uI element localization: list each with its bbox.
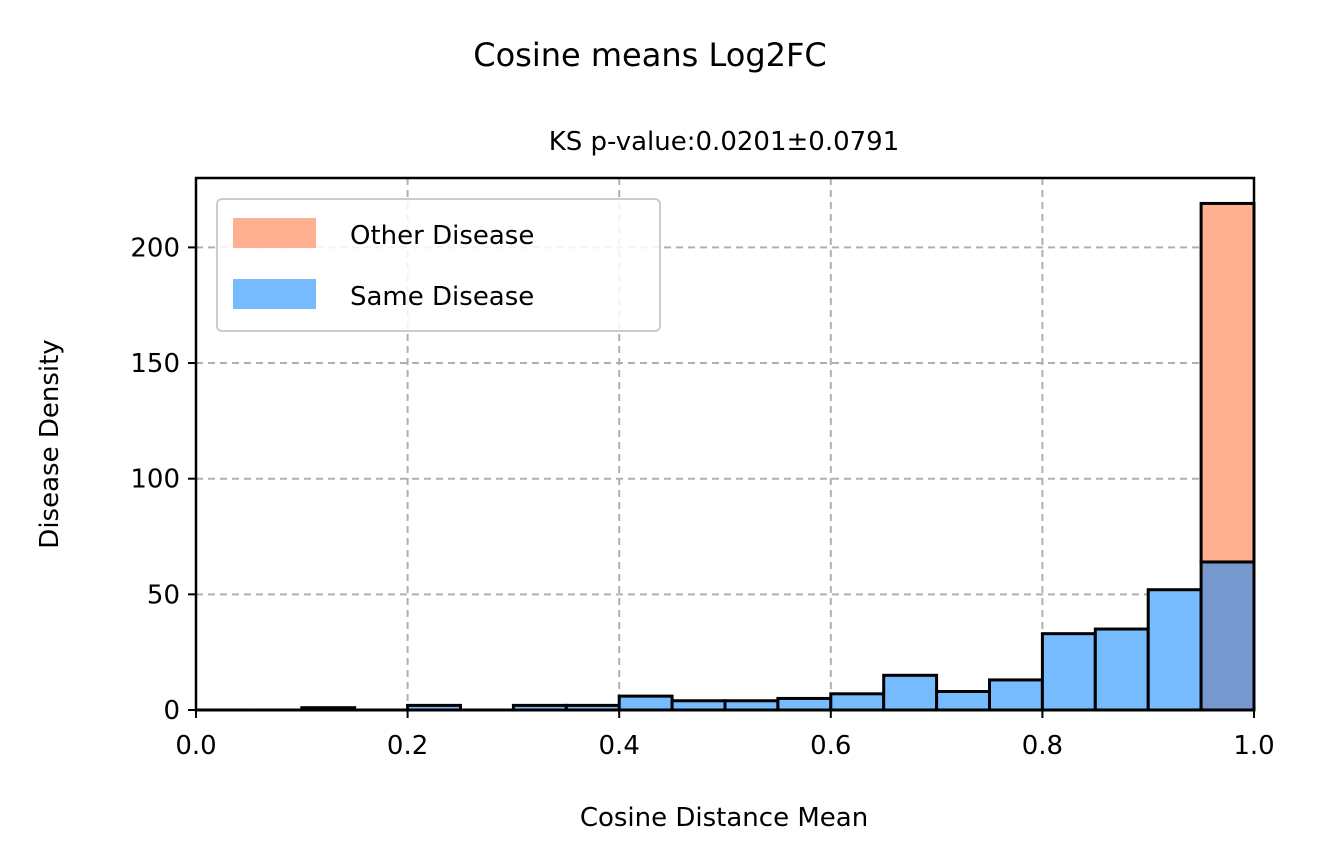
y-tick-label: 50 xyxy=(147,580,180,610)
x-tick-label: 0.6 xyxy=(810,731,851,761)
legend-swatch-same-disease xyxy=(233,279,316,309)
x-axis-label: Cosine Distance Mean xyxy=(580,803,868,833)
x-tick-label: 0.4 xyxy=(599,731,640,761)
y-tick-label: 100 xyxy=(130,465,180,495)
x-tick-label: 0.0 xyxy=(175,731,216,761)
bar-same-disease xyxy=(829,692,886,712)
bar-same-disease xyxy=(1146,588,1203,712)
bar-other-disease xyxy=(1199,201,1256,564)
x-tick-label: 1.0 xyxy=(1233,731,1274,761)
bar-same-disease xyxy=(1093,627,1150,712)
x-tick-label: 0.2 xyxy=(387,731,428,761)
bar-same-disease xyxy=(670,699,727,712)
x-ticks: 0.0 0.2 0.4 0.6 0.8 1.0 xyxy=(175,710,1275,761)
bars xyxy=(196,201,1256,712)
bar-same-disease xyxy=(617,694,674,712)
y-ticks: 0 50 100 150 200 xyxy=(130,233,196,726)
figure-suptitle: Cosine means Log2FC xyxy=(473,36,826,74)
bar-same-disease xyxy=(1040,632,1097,712)
legend-box xyxy=(216,198,661,332)
bar-same-disease xyxy=(988,678,1044,712)
y-tick-label: 150 xyxy=(130,349,180,379)
y-tick-label: 200 xyxy=(130,233,180,263)
bar-same-disease xyxy=(1199,560,1256,712)
legend-label-other-disease: Other Disease xyxy=(350,221,534,251)
y-axis-label: Disease Density xyxy=(35,339,65,548)
plot-frame xyxy=(194,176,1256,712)
y-tick-label: 0 xyxy=(163,696,180,726)
bar-same-disease xyxy=(935,689,991,712)
legend-label-same-disease: Same Disease xyxy=(350,282,534,312)
legend: Other Disease Same Disease xyxy=(216,198,661,332)
legend-swatch-other-disease xyxy=(233,218,316,248)
bar-same-disease xyxy=(723,699,780,712)
x-tick-label: 0.8 xyxy=(1022,731,1063,761)
chart-title: KS p-value:0.0201±0.0791 xyxy=(549,127,900,157)
bar-same-disease xyxy=(882,673,939,712)
bar-same-disease xyxy=(776,696,833,712)
